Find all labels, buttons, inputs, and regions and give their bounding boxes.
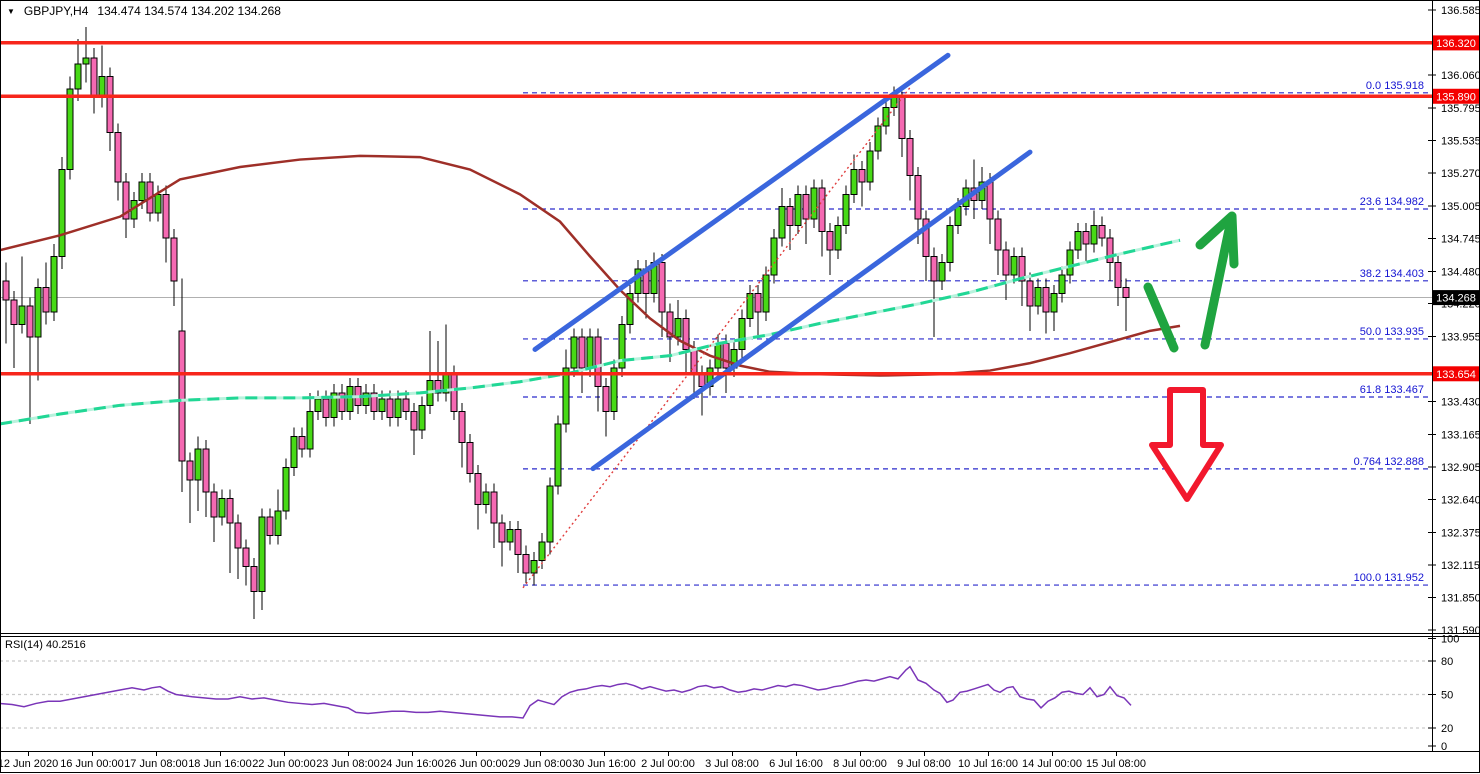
svg-text:16 Jun 00:00: 16 Jun 00:00 — [60, 758, 124, 770]
svg-text:12 Jun 2020: 12 Jun 2020 — [0, 758, 58, 770]
fibonacci-retracement[interactable]: 0.0 135.918 23.6 134.982 38.2 134.403 50.0 … — [523, 80, 1432, 586]
ohlc-readout: 134.474 134.574 134.202 134.268 — [97, 4, 281, 18]
svg-text:134.745: 134.745 — [1441, 233, 1480, 245]
svg-text:100: 100 — [1441, 634, 1459, 646]
svg-text:135.005: 135.005 — [1441, 201, 1480, 213]
time-axis[interactable]: 12 Jun 2020 16 Jun 00:00 17 Jun 08:00 18 Ju… — [0, 752, 1146, 770]
chart-title: ▼ GBPJPY,H4 134.474 134.574 134.202 134.… — [7, 4, 281, 18]
down-arrow[interactable] — [1149, 387, 1224, 502]
svg-text:132.375: 132.375 — [1441, 528, 1480, 540]
svg-text:2 Jul 00:00: 2 Jul 00:00 — [641, 758, 695, 770]
svg-text:135.795: 135.795 — [1441, 103, 1480, 115]
svg-text:131.850: 131.850 — [1441, 593, 1480, 605]
svg-text:136.060: 136.060 — [1441, 70, 1480, 82]
collapse-icon[interactable]: ▼ — [7, 6, 15, 16]
up-arrow[interactable] — [1143, 211, 1239, 353]
horizontal-level-lines[interactable] — [0, 41, 1432, 376]
price-axis[interactable]: 136.585 136.060 135.795 135.535 135.270 135.0… — [1428, 5, 1480, 753]
svg-text:133.654: 133.654 — [1436, 369, 1476, 381]
svg-text:0.764 132.888: 0.764 132.888 — [1354, 456, 1424, 468]
svg-text:9 Jul 08:00: 9 Jul 08:00 — [897, 758, 951, 770]
svg-text:8 Jul 00:00: 8 Jul 00:00 — [833, 758, 887, 770]
svg-text:135.270: 135.270 — [1441, 168, 1480, 180]
svg-text:132.905: 132.905 — [1441, 462, 1480, 474]
svg-text:10 Jul 16:00: 10 Jul 16:00 — [958, 758, 1018, 770]
svg-text:0.0 135.918: 0.0 135.918 — [1366, 80, 1424, 92]
svg-text:22 Jun 00:00: 22 Jun 00:00 — [252, 758, 316, 770]
svg-text:30 Jun 16:00: 30 Jun 16:00 — [572, 758, 636, 770]
svg-text:26 Jun 00:00: 26 Jun 00:00 — [444, 758, 508, 770]
svg-text:132.640: 132.640 — [1441, 495, 1480, 507]
svg-text:136.320: 136.320 — [1436, 38, 1476, 50]
sma-fast-line — [0, 238, 1181, 426]
svg-text:17 Jun 08:00: 17 Jun 08:00 — [124, 758, 188, 770]
svg-text:135.535: 135.535 — [1441, 135, 1480, 147]
svg-text:0: 0 — [1441, 741, 1447, 753]
symbol-period-label: GBPJPY,H4 — [23, 4, 89, 18]
svg-text:134.268: 134.268 — [1436, 293, 1476, 305]
svg-text:50: 50 — [1441, 690, 1453, 702]
svg-text:6 Jul 16:00: 6 Jul 16:00 — [769, 758, 823, 770]
trendline-dotted[interactable] — [522, 87, 911, 589]
rsi-pane — [0, 660, 1432, 729]
svg-text:20: 20 — [1441, 723, 1453, 735]
svg-text:132.115: 132.115 — [1441, 560, 1480, 572]
svg-text:135.890: 135.890 — [1436, 91, 1476, 103]
svg-text:23.6 134.982: 23.6 134.982 — [1360, 196, 1424, 208]
svg-text:50.0 133.935: 50.0 133.935 — [1360, 326, 1424, 338]
svg-text:136.585: 136.585 — [1441, 5, 1480, 17]
channel-lines[interactable] — [532, 52, 1033, 472]
svg-text:133.165: 133.165 — [1441, 429, 1480, 441]
svg-text:61.8 133.467: 61.8 133.467 — [1360, 384, 1424, 396]
svg-text:131.590: 131.590 — [1441, 625, 1480, 637]
svg-text:29 Jun 08:00: 29 Jun 08:00 — [508, 758, 572, 770]
svg-text:3 Jul 08:00: 3 Jul 08:00 — [705, 758, 759, 770]
svg-text:38.2 134.403: 38.2 134.403 — [1360, 268, 1424, 280]
svg-text:23 Jun 08:00: 23 Jun 08:00 — [316, 758, 380, 770]
svg-text:133.430: 133.430 — [1441, 397, 1480, 409]
svg-text:80: 80 — [1441, 656, 1453, 668]
svg-text:18 Jun 16:00: 18 Jun 16:00 — [188, 758, 252, 770]
sma-slow-line — [0, 154, 1181, 377]
svg-text:133.955: 133.955 — [1441, 331, 1480, 343]
svg-text:15 Jul 08:00: 15 Jul 08:00 — [1086, 758, 1146, 770]
rsi-indicator-label: RSI(14) 40.2516 — [5, 639, 86, 651]
svg-text:24 Jun 16:00: 24 Jun 16:00 — [380, 758, 444, 770]
candles — [2, 26, 1130, 619]
svg-text:134.480: 134.480 — [1441, 266, 1480, 278]
svg-text:100.0 131.952: 100.0 131.952 — [1354, 572, 1424, 584]
svg-text:14 Jul 00:00: 14 Jul 00:00 — [1022, 758, 1082, 770]
